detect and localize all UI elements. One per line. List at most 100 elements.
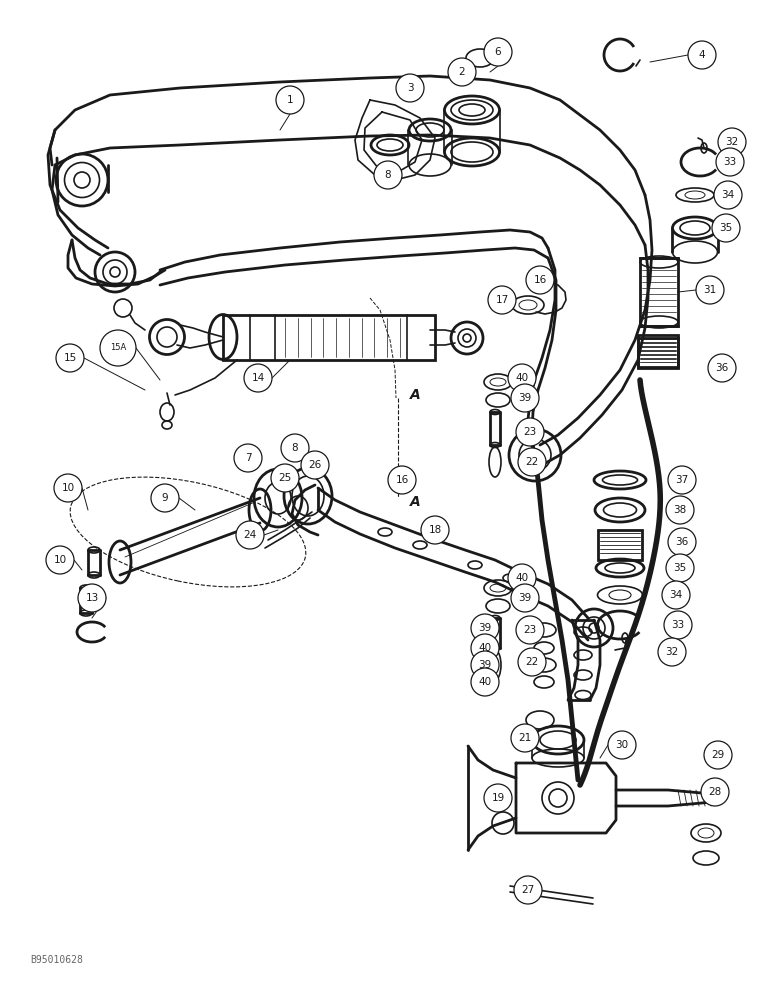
Text: 21: 21: [518, 733, 532, 743]
Text: 16: 16: [533, 275, 547, 285]
Circle shape: [701, 778, 729, 806]
Text: A: A: [410, 388, 421, 402]
Circle shape: [508, 364, 536, 392]
Text: 17: 17: [496, 295, 509, 305]
Circle shape: [54, 474, 82, 502]
Text: 15: 15: [63, 353, 76, 363]
Circle shape: [78, 584, 106, 612]
Circle shape: [421, 516, 449, 544]
Text: 13: 13: [86, 593, 99, 603]
Bar: [223, 315, 435, 360]
Circle shape: [518, 648, 546, 676]
Text: 15A: 15A: [110, 344, 126, 353]
Text: 34: 34: [669, 590, 682, 600]
Circle shape: [712, 214, 740, 242]
Circle shape: [46, 546, 74, 574]
Circle shape: [236, 521, 264, 549]
Circle shape: [668, 528, 696, 556]
Circle shape: [388, 466, 416, 494]
Text: 31: 31: [703, 285, 716, 295]
Circle shape: [56, 344, 84, 372]
Circle shape: [688, 41, 716, 69]
Circle shape: [668, 466, 696, 494]
Text: 39: 39: [518, 393, 532, 403]
Circle shape: [718, 128, 746, 156]
Text: 40: 40: [516, 373, 529, 383]
Circle shape: [374, 161, 402, 189]
Circle shape: [518, 448, 546, 476]
Text: 22: 22: [526, 457, 539, 467]
Text: 14: 14: [252, 373, 265, 383]
Circle shape: [271, 464, 299, 492]
Text: 39: 39: [479, 660, 492, 670]
Text: 23: 23: [523, 427, 537, 437]
Circle shape: [471, 668, 499, 696]
Text: 39: 39: [479, 623, 492, 633]
Circle shape: [276, 86, 304, 114]
Text: 23: 23: [523, 625, 537, 635]
Text: 33: 33: [672, 620, 685, 630]
Text: 33: 33: [723, 157, 736, 167]
Text: 8: 8: [384, 170, 391, 180]
Text: 9: 9: [161, 493, 168, 503]
Circle shape: [666, 554, 694, 582]
Text: 29: 29: [711, 750, 725, 760]
Circle shape: [514, 876, 542, 904]
Bar: [598, 530, 642, 560]
Circle shape: [662, 581, 690, 609]
Text: 7: 7: [245, 453, 252, 463]
Circle shape: [516, 616, 544, 644]
Circle shape: [511, 584, 539, 612]
Text: 36: 36: [676, 537, 689, 547]
Circle shape: [608, 731, 636, 759]
Bar: [638, 338, 678, 368]
Text: 37: 37: [676, 475, 689, 485]
Circle shape: [484, 784, 512, 812]
Text: 39: 39: [518, 593, 532, 603]
Circle shape: [511, 724, 539, 752]
Text: 25: 25: [279, 473, 292, 483]
Circle shape: [696, 276, 724, 304]
Text: 35: 35: [720, 223, 733, 233]
Circle shape: [714, 181, 742, 209]
Text: 32: 32: [726, 137, 739, 147]
Circle shape: [448, 58, 476, 86]
Text: 10: 10: [62, 483, 75, 493]
Text: 3: 3: [407, 83, 413, 93]
Text: 38: 38: [673, 505, 686, 515]
Text: 24: 24: [243, 530, 256, 540]
Circle shape: [508, 564, 536, 592]
Text: 16: 16: [395, 475, 408, 485]
Text: 22: 22: [526, 657, 539, 667]
Circle shape: [716, 148, 744, 176]
Circle shape: [526, 266, 554, 294]
Text: 28: 28: [709, 787, 722, 797]
Text: 8: 8: [292, 443, 298, 453]
Text: 40: 40: [479, 643, 492, 653]
Circle shape: [516, 418, 544, 446]
Text: 40: 40: [479, 677, 492, 687]
Text: 19: 19: [491, 793, 505, 803]
Text: 27: 27: [521, 885, 535, 895]
Text: 34: 34: [721, 190, 735, 200]
Text: 32: 32: [665, 647, 679, 657]
Circle shape: [658, 638, 686, 666]
Circle shape: [281, 434, 309, 462]
Text: 26: 26: [308, 460, 322, 470]
Circle shape: [511, 384, 539, 412]
Circle shape: [666, 496, 694, 524]
Circle shape: [301, 451, 329, 479]
Circle shape: [704, 741, 732, 769]
Text: 1: 1: [286, 95, 293, 105]
Circle shape: [471, 634, 499, 662]
Circle shape: [471, 614, 499, 642]
Circle shape: [396, 74, 424, 102]
Circle shape: [484, 38, 512, 66]
Text: A: A: [410, 495, 421, 509]
Bar: [640, 258, 678, 326]
Text: 18: 18: [428, 525, 442, 535]
Circle shape: [244, 364, 272, 392]
Circle shape: [151, 484, 179, 512]
Text: B95010628: B95010628: [30, 955, 83, 965]
Circle shape: [488, 286, 516, 314]
